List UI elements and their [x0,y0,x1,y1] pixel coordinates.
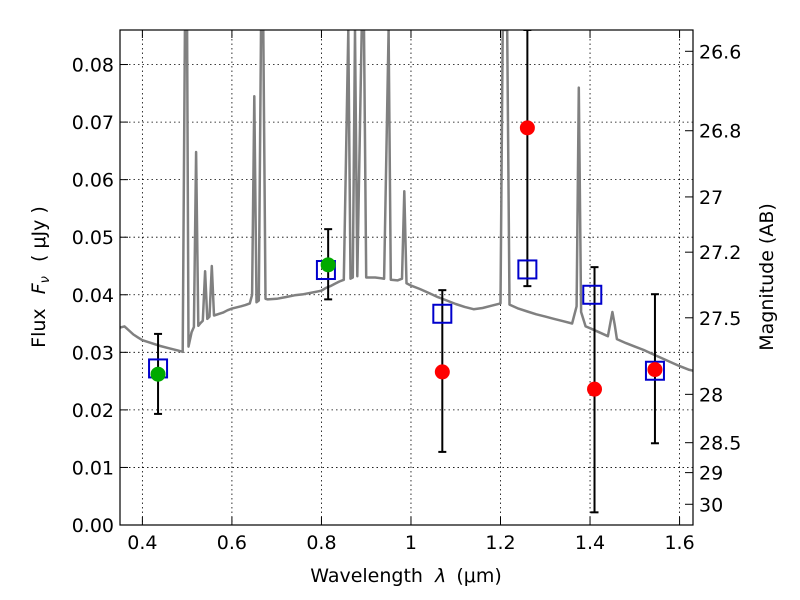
x-axis-label-symbol: λ [434,565,446,587]
x-tick-label-5: 1.4 [575,532,605,554]
y2-tick-label-4: 27.5 [699,308,741,330]
y2-tick-label-6: 28.5 [699,433,741,455]
y2-tick-label-3: 27.2 [699,242,741,264]
green-markers [150,257,336,382]
blue-square-marker-3 [517,259,538,280]
x-axis-ticks: 0.4 0.6 0.8 1 1.2 1.4 1.6 [127,30,695,554]
x-axis-label-unit: (μm) [456,565,501,587]
y2-axis-label: Magnitude (AB) [756,203,778,351]
x-axis-label: Wavelength λ (μm) [310,565,501,587]
y-axis-label-text: Flux [28,308,50,348]
x-tick-label-1: 0.6 [217,532,247,554]
y-axis-ticks: 0.00 0.01 0.02 0.03 0.04 0.05 0.06 0.07 0.08 [72,55,128,537]
x-tick-label-3: 1 [405,532,417,554]
plot-area [120,30,693,514]
red-marker-0 [434,364,450,380]
errorbar-3 [523,30,532,288]
x-tick-label-6: 1.6 [664,532,694,554]
y-tick-label-4: 0.04 [72,285,114,307]
red-marker-3 [647,362,663,378]
x-tick-label-2: 0.8 [306,532,336,554]
green-marker-1 [320,257,336,273]
y-axis-label-subscript: ν [38,276,53,283]
blue-square-marker-4 [582,284,603,305]
y-tick-label-0: 0.00 [72,515,114,537]
y2-tick-label-2: 27 [699,187,723,209]
model-spectrum-line [120,30,693,372]
y-tick-label-5: 0.05 [72,227,114,249]
green-marker-0 [150,366,166,382]
y-tick-label-2: 0.02 [72,400,114,422]
x-tick-label-0: 0.4 [127,532,157,554]
y-axis-label-symbol: F [28,282,50,294]
red-marker-1 [519,120,535,136]
red-markers [434,120,663,397]
x-axis-label-text: Wavelength [310,565,423,587]
y-axis-label: Flux Fν ( μJy ) [28,206,54,348]
y-tick-label-3: 0.03 [72,342,114,364]
y-tick-label-6: 0.06 [72,170,114,192]
y2-axis-ticks: 26.6 26.8 27 27.2 27.5 28 28.5 29 30 [685,41,741,516]
y-tick-label-1: 0.01 [72,457,114,479]
y2-tick-label-0: 26.6 [699,41,741,63]
y2-tick-label-8: 30 [699,494,723,516]
plot-frame [119,29,694,526]
red-marker-2 [587,381,603,397]
blue-square-marker-2 [432,303,453,324]
y-tick-label-8: 0.08 [72,55,114,77]
y2-tick-label-5: 28 [699,384,723,406]
blue-square-marker-5 [644,360,665,381]
y2-tick-label-7: 29 [699,463,723,485]
y2-tick-label-1: 26.8 [699,121,741,143]
y-axis-label-unit: ( μJy ) [28,206,50,262]
x-tick-label-4: 1.2 [485,532,515,554]
y-tick-label-7: 0.07 [72,112,114,134]
